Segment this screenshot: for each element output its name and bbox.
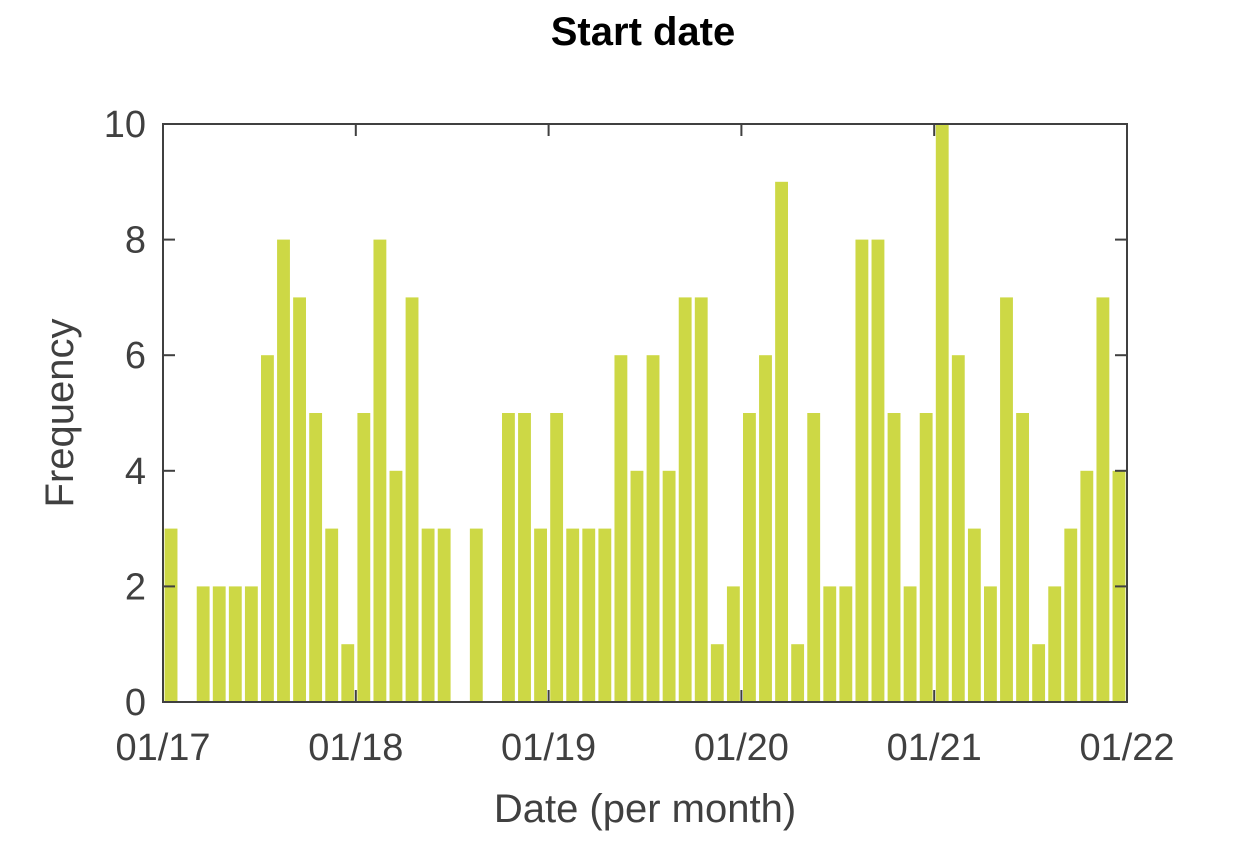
bar-2017-12 <box>341 644 355 702</box>
bar-2021-03 <box>967 528 981 702</box>
bar-2020-02 <box>759 355 772 702</box>
y-tick-label: 2 <box>125 566 146 608</box>
x-axis-label: Date (per month) <box>494 787 796 831</box>
bar-2021-10 <box>1080 470 1094 702</box>
bar-2020-10 <box>887 413 901 702</box>
bar-2019-12 <box>726 586 740 702</box>
bar-2020-03 <box>775 181 788 703</box>
bar-2018-11 <box>518 413 531 702</box>
bar-2018-05 <box>421 528 435 702</box>
bar-2019-06 <box>630 470 644 702</box>
bar-2021-01 <box>935 124 949 702</box>
bar-2020-11 <box>903 586 917 702</box>
x-tick-label: 01/17 <box>115 727 210 769</box>
y-tick-label: 4 <box>125 451 146 493</box>
bar-2020-07 <box>839 586 853 702</box>
bar-2018-08 <box>469 528 483 702</box>
bar-2020-06 <box>823 586 837 702</box>
bar-2020-05 <box>807 413 821 702</box>
bar-2017-01 <box>164 528 178 702</box>
bar-2019-10 <box>694 297 708 702</box>
bar-2017-04 <box>212 586 226 702</box>
plot-frame <box>162 123 1128 703</box>
bar-2017-09 <box>293 297 306 702</box>
x-tick-label: 01/19 <box>501 727 596 769</box>
bar-2017-06 <box>244 586 258 702</box>
bar-2021-06 <box>1016 413 1029 702</box>
bar-2019-05 <box>614 355 628 702</box>
bar-2018-10 <box>502 413 515 702</box>
bar-2017-05 <box>228 586 242 702</box>
bar-2019-02 <box>566 528 580 702</box>
x-tick-label: 01/21 <box>887 727 982 769</box>
bar-2018-01 <box>357 413 371 702</box>
bar-2019-03 <box>582 528 596 702</box>
y-axis-label: Frequency <box>38 319 82 508</box>
x-tick-label: 01/20 <box>694 727 789 769</box>
bar-2019-07 <box>646 355 660 702</box>
bars-group <box>164 124 1126 703</box>
y-tick-label: 6 <box>125 335 146 377</box>
bar-2021-02 <box>951 355 965 702</box>
bar-2019-08 <box>662 470 676 702</box>
x-tick-label: 01/22 <box>1079 727 1174 769</box>
bar-2017-03 <box>196 586 210 702</box>
bar-2020-08 <box>855 239 869 702</box>
bar-2018-02 <box>373 239 387 702</box>
y-axis: 0 2 4 6 8 10 <box>104 104 1127 724</box>
bar-2020-04 <box>791 644 805 702</box>
bar-2021-04 <box>984 586 997 702</box>
bar-2018-06 <box>437 528 451 702</box>
bar-2018-03 <box>389 470 403 702</box>
bar-2021-11 <box>1096 297 1110 702</box>
bar-2021-07 <box>1032 644 1046 702</box>
bar-2019-01 <box>550 413 564 702</box>
x-tick-label: 01/18 <box>308 727 403 769</box>
bar-2017-08 <box>277 239 290 702</box>
x-axis: 01/17 01/18 01/19 01/20 01/21 01/22 <box>115 124 1175 769</box>
bar-2019-04 <box>598 528 612 702</box>
bar-2017-07 <box>261 355 274 702</box>
y-tick-label: 10 <box>104 104 146 146</box>
bar-2018-12 <box>534 528 547 702</box>
bar-2017-11 <box>325 528 339 702</box>
y-tick-label: 0 <box>125 682 146 724</box>
bar-2020-01 <box>743 413 756 702</box>
bar-2021-05 <box>1000 297 1013 702</box>
bar-2018-04 <box>405 297 419 702</box>
y-tick-label: 8 <box>125 220 146 262</box>
bar-2021-08 <box>1048 586 1062 702</box>
chart-title: Start date <box>551 10 736 54</box>
bar-2019-11 <box>710 644 724 702</box>
bar-2019-09 <box>678 297 692 702</box>
bar-2020-09 <box>871 239 885 702</box>
bar-2020-12 <box>919 413 933 702</box>
bar-2021-09 <box>1064 528 1078 702</box>
bar-2017-10 <box>309 413 323 702</box>
